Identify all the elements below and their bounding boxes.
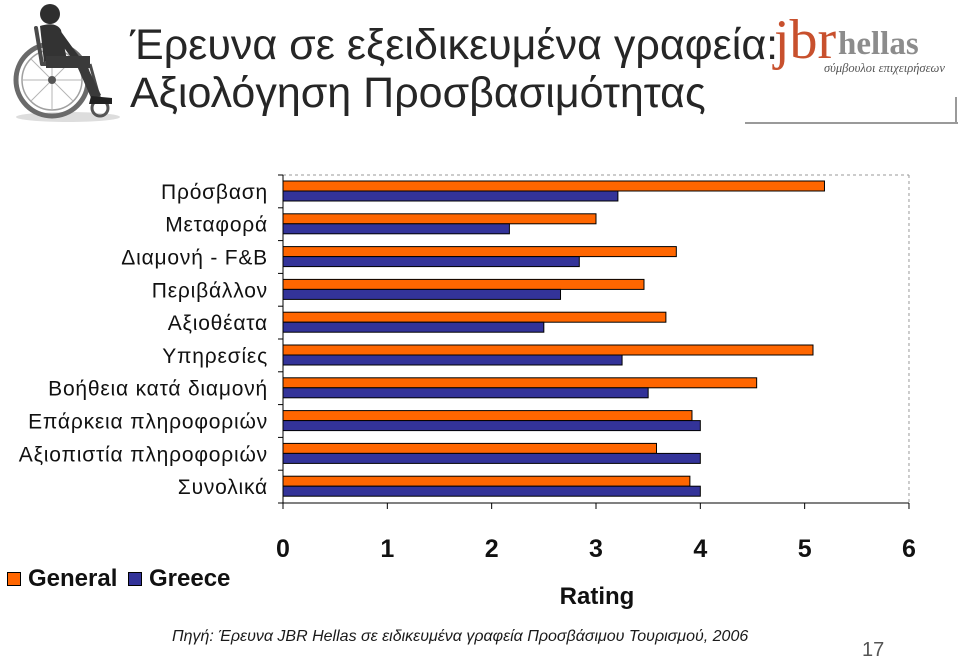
x-tick-label: 1 (380, 535, 394, 563)
category-label: Υπηρεσίες (162, 345, 268, 368)
category-axis-labels: Πρόσβαση Μεταφορά Διαμονή - F&B Περιβάλλον Α… (19, 181, 268, 499)
plot-area-border (283, 174, 910, 503)
bar-greece-3 (282, 256, 580, 268)
legend-item-greece: Greece (128, 565, 230, 593)
bar-chart: Πρόσβαση Μεταφορά Διαμονή - F&B Περιβάλλον Α… (19, 174, 916, 610)
x-tick-label: 5 (798, 535, 812, 563)
category-label: Αξιοθέατα (168, 312, 268, 335)
bar-greece-7 (282, 387, 649, 399)
slide-title-line-2: Αξιολόγηση Προσβασιμότητας (130, 69, 706, 117)
bar-greece-4 (282, 288, 562, 300)
logo-brand-text: jbr (772, 9, 837, 71)
bar-general-9 (282, 442, 658, 454)
x-tick-label: 4 (693, 535, 707, 563)
bar-greece-9 (282, 452, 701, 464)
x-axis-title: Rating (560, 583, 635, 610)
bar-series-group (282, 180, 825, 497)
bar-general-6 (282, 344, 814, 356)
bar-general-3 (282, 246, 677, 258)
category-label: Πρόσβαση (161, 181, 268, 204)
source-note: Πηγή: Έρευνα JBR Hellas σε ειδικευμένα γ… (172, 628, 749, 645)
category-label: Επάρκεια πληροφοριών (28, 411, 268, 434)
bar-general-8 (282, 410, 693, 422)
category-label: Περιβάλλον (152, 279, 268, 302)
wheelchair-user-icon (13, 4, 120, 122)
bar-greece-1 (282, 190, 619, 202)
category-label: Διαμονή - F&B (121, 247, 268, 270)
category-label: Συνολικά (178, 476, 268, 499)
company-logo: jbr hellas σύμβουλοι επιχειρήσεων (745, 9, 958, 124)
legend-swatch-greece (128, 572, 142, 586)
bar-general-4 (282, 278, 645, 290)
slide-title-line-1: Έρευνα σε εξειδικευμένα γραφεία: (130, 21, 779, 69)
bar-greece-2 (282, 223, 510, 235)
bar-general-5 (282, 311, 667, 323)
category-label: Αξιοπιστία πληροφοριών (19, 443, 268, 466)
bar-general-10 (282, 475, 691, 487)
logo-name-text: hellas (838, 26, 919, 62)
legend-swatch-general (7, 572, 21, 586)
legend-label-greece: Greece (149, 565, 231, 592)
bar-greece-8 (282, 420, 701, 432)
axes-group (278, 174, 910, 509)
x-tick-label: 3 (589, 535, 603, 563)
x-tick-label: 6 (902, 535, 916, 563)
legend-label-general: General (28, 565, 118, 592)
bar-greece-5 (282, 321, 545, 333)
x-axis-tick-labels: 0 1 2 3 4 5 6 (276, 535, 916, 563)
x-tick-label: 2 (485, 535, 499, 563)
bar-general-7 (282, 377, 758, 389)
category-label: Βοήθεια κατά διαμονή (48, 378, 268, 401)
bar-general-1 (282, 180, 825, 192)
bar-greece-10 (282, 485, 701, 497)
category-label: Μεταφορά (165, 214, 268, 237)
legend-item-general: General (7, 565, 117, 593)
page-number: 17 (862, 640, 884, 656)
x-tick-label: 0 (276, 535, 290, 563)
page-number-text: 17 (862, 640, 885, 656)
bar-general-2 (282, 213, 597, 225)
bar-greece-6 (282, 354, 623, 366)
logo-tagline: σύμβουλοι επιχειρήσεων (824, 61, 945, 75)
